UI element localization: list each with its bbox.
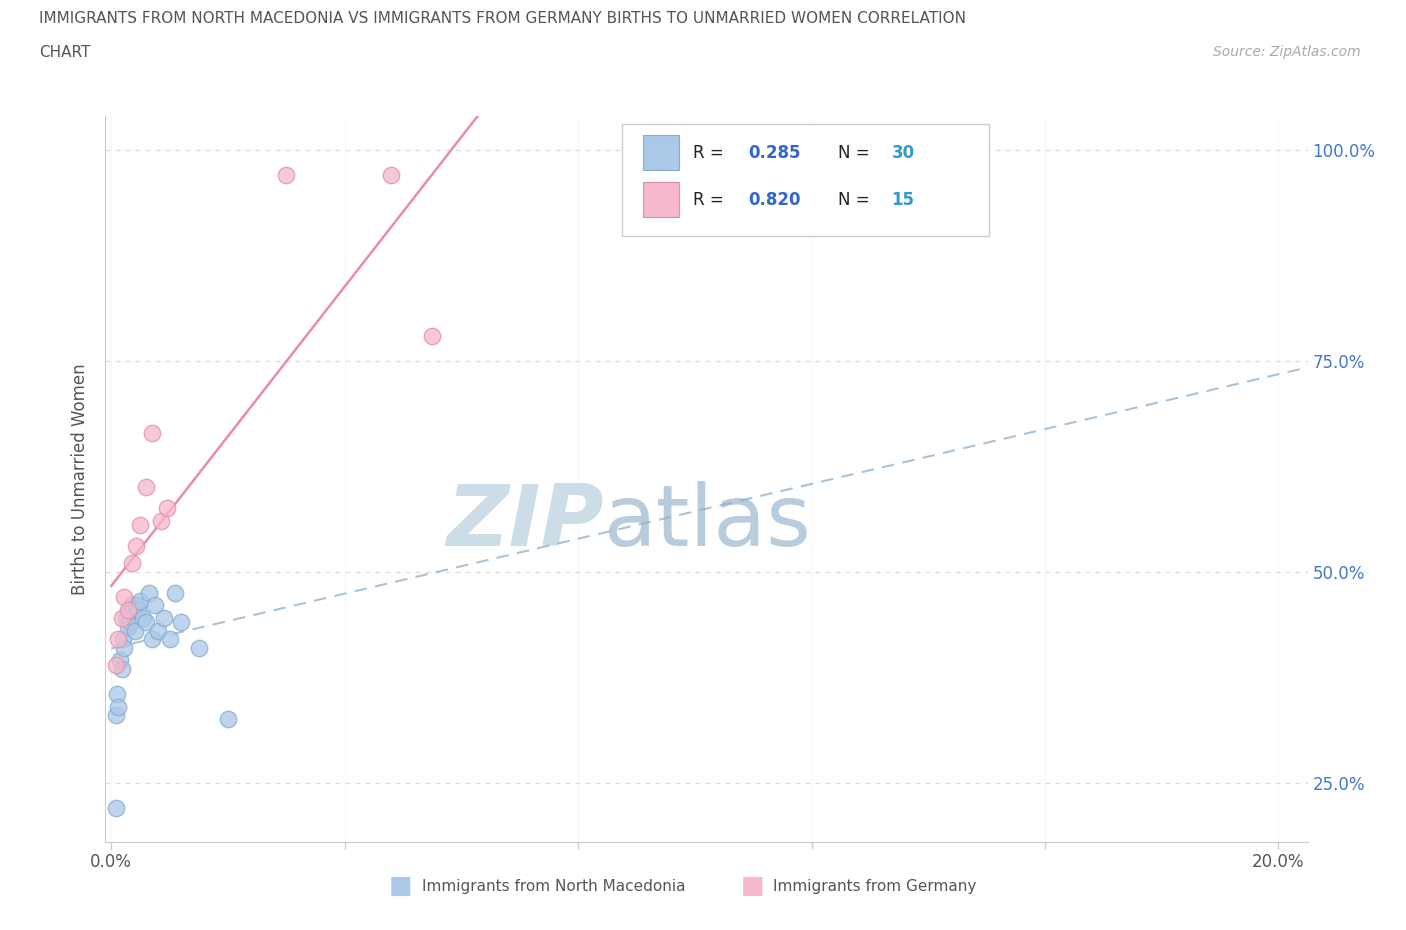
Point xyxy=(105,686,128,701)
Text: N =: N = xyxy=(838,191,875,208)
Point xyxy=(129,594,152,609)
Text: IMMIGRANTS FROM NORTH MACEDONIA VS IMMIGRANTS FROM GERMANY BIRTHS TO UNMARRIED W: IMMIGRANTS FROM NORTH MACEDONIA VS IMMIG… xyxy=(39,11,966,26)
Point xyxy=(121,556,143,571)
Text: Immigrants from Germany: Immigrants from Germany xyxy=(773,879,977,894)
Text: 15: 15 xyxy=(891,191,915,208)
Text: CHART: CHART xyxy=(39,45,91,60)
Point xyxy=(135,615,157,630)
Text: R =: R = xyxy=(693,191,730,208)
Point xyxy=(104,658,127,672)
Point xyxy=(117,603,139,618)
Point xyxy=(117,619,139,634)
Point xyxy=(111,631,134,646)
Text: 0.285: 0.285 xyxy=(748,143,801,162)
Point xyxy=(118,603,141,618)
Text: R =: R = xyxy=(693,143,730,162)
Text: N =: N = xyxy=(838,143,875,162)
Text: Immigrants from North Macedonia: Immigrants from North Macedonia xyxy=(422,879,685,894)
Text: 30: 30 xyxy=(891,143,915,162)
Point xyxy=(111,611,134,626)
Point xyxy=(159,631,181,646)
FancyBboxPatch shape xyxy=(643,182,679,217)
Point xyxy=(115,611,138,626)
Point xyxy=(129,518,152,533)
Point xyxy=(187,640,209,655)
Point xyxy=(217,711,239,726)
FancyBboxPatch shape xyxy=(623,124,988,236)
Point xyxy=(276,167,298,182)
Point xyxy=(112,640,135,655)
Point xyxy=(146,623,169,638)
Point xyxy=(153,611,176,626)
Point xyxy=(125,598,148,613)
Text: ■: ■ xyxy=(389,874,412,898)
Point xyxy=(108,653,131,668)
Point xyxy=(124,623,146,638)
Point xyxy=(125,539,148,554)
Text: atlas: atlas xyxy=(605,481,813,564)
Point xyxy=(104,708,127,723)
Point xyxy=(380,167,402,182)
Point xyxy=(170,615,193,630)
Point xyxy=(112,590,135,604)
Point xyxy=(165,585,187,600)
Point xyxy=(156,501,179,516)
Point xyxy=(111,661,134,676)
Point xyxy=(118,615,141,630)
Y-axis label: Births to Unmarried Women: Births to Unmarried Women xyxy=(72,363,90,595)
Point xyxy=(122,603,145,618)
Point xyxy=(138,585,160,600)
Point xyxy=(121,598,143,613)
Point xyxy=(104,801,127,816)
Point xyxy=(127,603,149,618)
Point xyxy=(141,425,163,440)
FancyBboxPatch shape xyxy=(643,135,679,170)
Point xyxy=(141,631,163,646)
Point xyxy=(107,631,129,646)
Point xyxy=(107,699,129,714)
Point xyxy=(132,611,155,626)
Point xyxy=(143,598,166,613)
Text: ■: ■ xyxy=(741,874,763,898)
Text: ZIP: ZIP xyxy=(447,481,605,564)
Text: Source: ZipAtlas.com: Source: ZipAtlas.com xyxy=(1213,45,1361,59)
Point xyxy=(135,480,157,495)
Point xyxy=(149,513,172,528)
Point xyxy=(420,328,443,343)
Text: 0.820: 0.820 xyxy=(748,191,801,208)
